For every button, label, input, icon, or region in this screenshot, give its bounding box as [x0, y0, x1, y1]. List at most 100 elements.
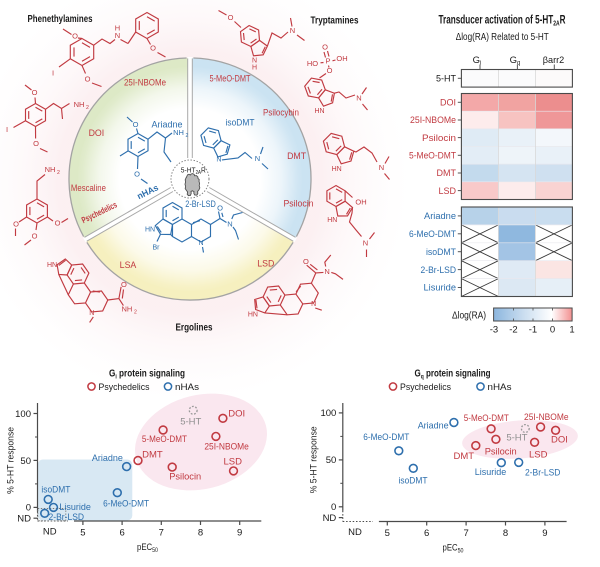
svg-text:N: N — [363, 239, 368, 248]
svg-text:O: O — [55, 219, 61, 228]
svg-text:Gq: Gq — [510, 55, 521, 67]
svg-text:25I-NBOMe: 25I-NBOMe — [124, 78, 166, 88]
svg-text:isoDMT: isoDMT — [426, 247, 456, 257]
svg-text:Ariadne: Ariadne — [92, 453, 123, 464]
svg-text:O: O — [217, 204, 223, 213]
svg-text:Lisuride: Lisuride — [475, 467, 507, 478]
svg-text:5-MeO-DMT: 5-MeO-DMT — [142, 434, 187, 445]
svg-text:25I-NBOMe: 25I-NBOMe — [204, 442, 249, 453]
svg-text:5-HT: 5-HT — [436, 74, 457, 84]
svg-text:DMT: DMT — [437, 168, 457, 178]
svg-text:N: N — [379, 163, 384, 172]
svg-text:5: 5 — [385, 528, 390, 539]
svg-text:isoDMT: isoDMT — [41, 485, 70, 496]
svg-text:DOI: DOI — [440, 98, 456, 108]
svg-text:Psilocin: Psilocin — [284, 199, 314, 209]
svg-text:9: 9 — [542, 528, 547, 539]
svg-text:βarr2: βarr2 — [543, 55, 565, 66]
svg-text:pEC50: pEC50 — [443, 543, 464, 555]
svg-text:0: 0 — [26, 503, 31, 514]
svg-text:25I-NBOMe: 25I-NBOMe — [410, 115, 456, 125]
svg-text:N: N — [311, 301, 316, 308]
svg-text:LSD: LSD — [438, 186, 456, 196]
svg-text:nHAs: nHAs — [175, 382, 199, 393]
svg-text:-2: -2 — [509, 325, 517, 336]
svg-text:Psychedelics: Psychedelics — [400, 382, 451, 393]
svg-text:5-HT: 5-HT — [180, 417, 201, 428]
svg-text:O: O — [133, 120, 139, 129]
svg-text:ND: ND — [348, 527, 362, 538]
svg-text:8: 8 — [503, 528, 508, 539]
svg-text:O: O — [150, 44, 156, 53]
svg-text:0: 0 — [331, 502, 336, 513]
svg-text:Gi protein signaling: Gi protein signaling — [109, 368, 185, 381]
svg-text:6: 6 — [424, 528, 429, 539]
svg-text:50: 50 — [326, 455, 337, 466]
svg-text:Psilocybin: Psilocybin — [263, 107, 299, 117]
svg-text:Tryptamines: Tryptamines — [311, 15, 359, 27]
svg-text:2: 2 — [186, 133, 189, 139]
svg-text:I: I — [52, 69, 54, 78]
svg-text:N: N — [290, 26, 295, 35]
svg-text:nHAs: nHAs — [488, 382, 512, 393]
svg-text:DOI: DOI — [228, 409, 245, 420]
svg-text:OH: OH — [336, 54, 347, 63]
svg-text:I: I — [6, 125, 8, 134]
svg-text:LSA: LSA — [120, 260, 137, 270]
svg-text:7: 7 — [159, 528, 164, 539]
svg-text:% 5-HT response: % 5-HT response — [309, 426, 319, 493]
svg-text:O: O — [13, 220, 19, 229]
svg-text:-1: -1 — [529, 325, 537, 336]
svg-text:DMT: DMT — [142, 450, 163, 461]
svg-text:DMT: DMT — [287, 151, 307, 161]
svg-text:NH: NH — [74, 100, 85, 109]
svg-text:pEC50: pEC50 — [137, 542, 158, 554]
svg-text:Gq protein signaling: Gq protein signaling — [415, 368, 491, 381]
svg-text:Transducer activation of 5-HT2: Transducer activation of 5-HT2AR — [439, 15, 566, 28]
svg-text:6-MeO-DMT: 6-MeO-DMT — [103, 499, 149, 510]
svg-text:O: O — [327, 66, 333, 75]
svg-text:Phenethylamines: Phenethylamines — [28, 13, 93, 25]
svg-text:ND: ND — [17, 514, 31, 525]
svg-text:Ergolines: Ergolines — [176, 322, 213, 334]
svg-text:HN: HN — [314, 108, 324, 115]
svg-text:2-Br-LSD: 2-Br-LSD — [185, 199, 216, 209]
svg-text:isoDMT: isoDMT — [399, 475, 428, 486]
svg-text:isoDMT: isoDMT — [226, 117, 256, 127]
svg-text:7: 7 — [463, 528, 468, 539]
svg-text:5-MeO-DMT: 5-MeO-DMT — [409, 151, 456, 161]
svg-text:N: N — [227, 220, 232, 229]
svg-text:O: O — [32, 88, 38, 97]
svg-text:100: 100 — [15, 409, 31, 420]
svg-text:ND: ND — [43, 527, 57, 538]
svg-text:N: N — [89, 310, 94, 317]
svg-text:N: N — [324, 267, 329, 276]
svg-text:O: O — [121, 280, 127, 289]
svg-text:2-Br-LSD: 2-Br-LSD — [525, 468, 561, 479]
svg-text:2: 2 — [86, 105, 89, 111]
svg-text:50: 50 — [20, 456, 31, 467]
svg-text:1: 1 — [569, 325, 574, 336]
svg-text:100: 100 — [320, 408, 336, 419]
svg-text:Lisuride: Lisuride — [59, 502, 91, 513]
svg-text:5-MeO-DMT: 5-MeO-DMT — [464, 413, 509, 424]
svg-text:OH: OH — [355, 198, 366, 207]
svg-text:0: 0 — [550, 325, 555, 336]
svg-text:9: 9 — [237, 528, 242, 539]
svg-text:O: O — [322, 43, 328, 52]
svg-text:O: O — [32, 232, 38, 241]
svg-text:2-Br-LSD: 2-Br-LSD — [421, 265, 457, 275]
svg-text:6-MeO-DMT: 6-MeO-DMT — [363, 432, 409, 443]
svg-text:2: 2 — [134, 310, 137, 316]
svg-text:N: N — [356, 94, 361, 103]
svg-text:25I-NBOMe: 25I-NBOMe — [524, 412, 569, 423]
svg-text:LSD: LSD — [529, 449, 548, 460]
svg-text:DMT: DMT — [454, 451, 475, 462]
svg-text:O: O — [72, 32, 78, 41]
svg-text:O: O — [33, 139, 39, 148]
svg-text:LSD: LSD — [223, 456, 242, 467]
svg-text:N: N — [255, 154, 260, 163]
svg-text:Ariadne: Ariadne — [424, 211, 456, 221]
svg-text:NH: NH — [173, 128, 184, 137]
svg-text:N: N — [216, 156, 221, 163]
